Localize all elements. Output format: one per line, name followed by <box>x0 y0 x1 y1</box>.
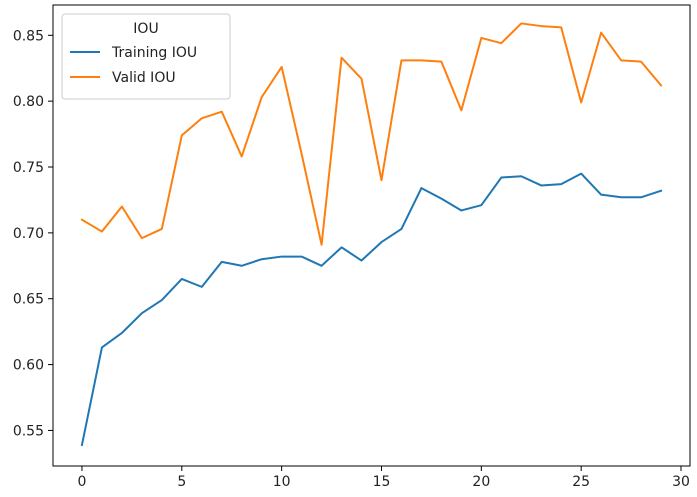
x-tick-label: 25 <box>572 474 590 490</box>
legend-entries: Training IOU Valid IOU <box>70 45 197 86</box>
x-tick-label: 20 <box>472 474 490 490</box>
x-tick-label: 30 <box>672 474 690 490</box>
y-tick-label: 0.65 <box>13 292 44 308</box>
y-tick-label: 0.55 <box>13 423 44 439</box>
y-tick-label: 0.75 <box>13 160 44 176</box>
y-tick-label: 0.80 <box>13 94 44 110</box>
x-tick-label: 0 <box>77 474 86 490</box>
series-lines <box>80 22 663 447</box>
y-axis: 0.55 0.60 0.65 0.70 0.75 0.80 0.85 <box>13 28 53 439</box>
y-tick-label: 0.70 <box>13 226 44 242</box>
x-tick-label: 15 <box>373 474 391 490</box>
legend-label: Training IOU <box>111 45 197 61</box>
y-tick-label: 0.85 <box>13 28 44 44</box>
x-tick-label: 5 <box>177 474 186 490</box>
series-line-valid-iou <box>80 22 663 246</box>
x-tick-label: 10 <box>273 474 291 490</box>
y-tick-label: 0.60 <box>13 358 44 374</box>
series-line-training-iou <box>80 172 663 447</box>
x-axis: 0 5 10 15 20 25 30 <box>77 466 690 490</box>
legend-title: IOU <box>133 21 158 37</box>
legend-box <box>61 13 231 100</box>
legend-label: Valid IOU <box>112 70 176 86</box>
legend: IOU Training IOU Valid IOU <box>61 13 231 100</box>
